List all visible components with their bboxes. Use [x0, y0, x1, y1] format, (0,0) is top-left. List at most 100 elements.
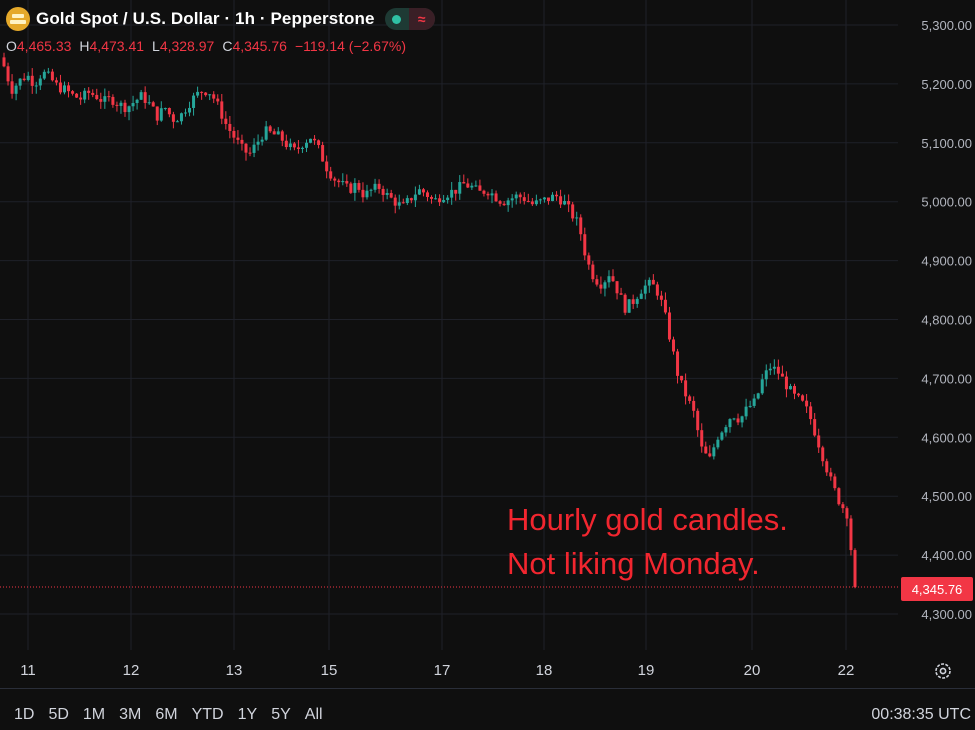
candle-body: [103, 96, 107, 102]
candle-body: [728, 419, 732, 428]
range-button-5d[interactable]: 5D: [48, 706, 69, 723]
candle-body: [825, 461, 829, 473]
candle-body: [667, 312, 671, 340]
candle-body: [647, 279, 651, 286]
candle-body: [736, 418, 740, 423]
last-price-tag: 4,345.76: [901, 577, 973, 601]
candle-body: [801, 395, 805, 401]
utc-clock[interactable]: 00:38:35 UTC: [871, 706, 971, 723]
candle-body: [192, 95, 196, 108]
candle-body: [159, 108, 163, 121]
candle-body: [639, 293, 643, 299]
candle-body: [34, 85, 38, 87]
candle-body: [555, 194, 559, 197]
x-tick-label: 22: [838, 662, 855, 679]
candle-body: [446, 197, 450, 201]
close-value: 4,345.76: [232, 38, 287, 54]
candle-body: [768, 368, 772, 371]
candle-body: [494, 193, 498, 202]
price-chart[interactable]: 5,300.00 5,200.00 5,100.00 5,000.00 4,900.00…: [0, 0, 975, 688]
candle-body: [599, 284, 603, 289]
candle-body: [83, 90, 87, 100]
candle-body: [659, 295, 663, 300]
low-label: L: [152, 38, 160, 54]
candle-body: [635, 298, 639, 304]
y-tick-label: 5,300.00: [921, 18, 972, 33]
x-tick-label: 20: [744, 662, 761, 679]
grid: [0, 0, 898, 650]
candle-body: [708, 453, 712, 457]
candle-body: [131, 103, 135, 107]
candle-body: [430, 196, 434, 199]
candle-body: [175, 121, 179, 123]
candle-body: [155, 106, 159, 121]
settings-gear-icon[interactable]: [932, 660, 954, 682]
candle-body: [179, 113, 183, 122]
candle-body: [425, 192, 429, 197]
candle-body: [256, 141, 260, 145]
candle-body: [567, 201, 571, 205]
candle-body: [837, 488, 841, 505]
candle-body: [849, 518, 853, 551]
candle-body: [466, 183, 470, 188]
candle-body: [232, 130, 236, 138]
candle-body: [401, 202, 405, 204]
candle-body: [490, 193, 494, 196]
candle-body: [764, 370, 768, 380]
range-button-all[interactable]: All: [304, 706, 323, 723]
candle-body: [204, 92, 208, 96]
candle-body: [58, 82, 62, 93]
x-axis: 11 12 13 15 17 18 19 20 22: [20, 662, 854, 679]
y-tick-label: 4,600.00: [921, 430, 972, 445]
candle-body: [845, 508, 849, 519]
candle-body: [71, 91, 75, 94]
candle-body: [478, 185, 482, 191]
candle-body: [579, 217, 583, 235]
y-tick-label: 4,500.00: [921, 489, 972, 504]
candle-body: [62, 85, 66, 93]
candle-body: [780, 373, 784, 377]
candle-body: [704, 446, 708, 454]
candle-body: [450, 189, 454, 198]
close-label: C: [222, 38, 233, 54]
candle-body: [526, 200, 530, 202]
candle-body: [462, 182, 466, 184]
range-button-5y[interactable]: 5Y: [271, 706, 291, 723]
candle-body: [611, 276, 615, 282]
y-tick-label: 5,100.00: [921, 136, 972, 151]
range-button-1d[interactable]: 1D: [14, 706, 35, 723]
candle-body: [341, 181, 345, 183]
candle-body: [438, 198, 442, 203]
range-button-1y[interactable]: 1Y: [237, 706, 258, 723]
candle-body: [2, 57, 6, 67]
candle-body: [95, 94, 99, 100]
candle-body: [345, 181, 349, 184]
candle-body: [228, 123, 232, 131]
range-button-ytd[interactable]: YTD: [191, 706, 224, 723]
market-status-pill[interactable]: ≈: [384, 8, 435, 30]
candle-body: [680, 375, 684, 381]
candle-body: [280, 131, 284, 141]
candle-body: [296, 147, 300, 149]
range-button-1m[interactable]: 1M: [82, 706, 106, 723]
y-tick-label: 4,300.00: [921, 607, 972, 622]
candle-body: [752, 398, 756, 406]
range-button-6m[interactable]: 6M: [155, 706, 178, 723]
symbol-title[interactable]: Gold Spot / U.S. Dollar · 1h · Peppersto…: [36, 9, 375, 28]
candle-body: [434, 198, 438, 200]
range-button-3m[interactable]: 3M: [119, 706, 142, 723]
candle-body: [268, 126, 272, 132]
candle-body: [587, 255, 591, 265]
y-tick-label: 4,400.00: [921, 548, 972, 563]
x-tick-label: 19: [638, 662, 655, 679]
candle-body: [514, 194, 518, 199]
candle-body: [821, 447, 825, 462]
candle-body: [696, 410, 700, 431]
candle-body: [30, 75, 34, 86]
ohlc-legend: O 4,465.33 H 4,473.41 L 4,328.97 C 4,345…: [6, 38, 414, 54]
open-value: 4,465.33: [16, 38, 72, 54]
candle-body: [530, 201, 534, 205]
candle-body: [115, 104, 119, 106]
wave-icon: ≈: [408, 8, 435, 30]
candle-body: [684, 380, 688, 397]
